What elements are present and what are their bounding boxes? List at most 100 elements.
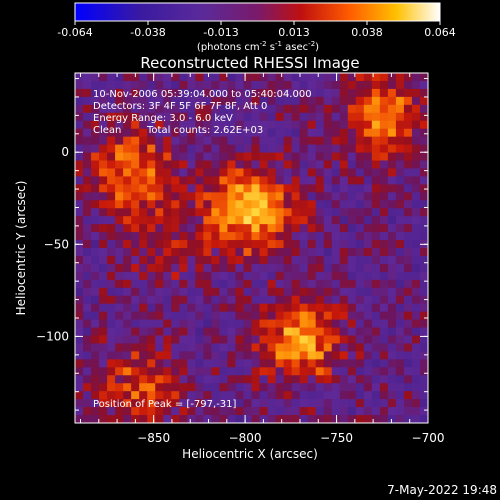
heatmap-cell	[259, 279, 269, 289]
heatmap-cell	[107, 248, 116, 257]
heatmap-cell	[323, 232, 333, 241]
heatmap-cell	[115, 271, 124, 281]
heatmap-cell	[347, 399, 357, 408]
heatmap-cell	[187, 144, 196, 154]
annotation-total-counts: Total counts: 2.62E+03	[146, 125, 263, 136]
heatmap-cell	[83, 359, 92, 368]
heatmap-cell	[395, 120, 405, 130]
heatmap-cell	[283, 383, 293, 392]
heatmap-cell	[147, 351, 156, 360]
heatmap-cell	[347, 200, 357, 209]
heatmap-cell	[371, 176, 381, 185]
heatmap-cell	[83, 144, 92, 154]
heatmap-cell	[307, 240, 317, 249]
heatmap-cell	[123, 303, 132, 313]
heatmap-cell	[243, 327, 253, 337]
heatmap-cell	[395, 359, 405, 368]
heatmap-cell	[203, 232, 212, 241]
heatmap-cell	[259, 240, 269, 249]
heatmap-cell	[387, 128, 397, 138]
heatmap-cell	[171, 335, 180, 345]
heatmap-cell	[363, 208, 373, 217]
heatmap-cell	[227, 271, 237, 281]
heatmap-cell	[323, 263, 333, 273]
heatmap-cell	[147, 271, 156, 281]
heatmap-cell	[403, 216, 413, 225]
heatmap-cell	[123, 224, 132, 233]
heatmap-cell	[347, 311, 357, 321]
heatmap-cell	[403, 271, 413, 281]
heatmap-cell	[179, 112, 188, 122]
heatmap-cell	[363, 343, 373, 352]
y-tick-label: −50	[44, 237, 69, 251]
heatmap-cell	[307, 279, 317, 289]
heatmap-cell	[243, 359, 253, 368]
heatmap-cell	[267, 112, 277, 122]
heatmap-cell	[379, 96, 389, 106]
heatmap-cell	[339, 120, 349, 130]
heatmap-cell	[171, 407, 180, 416]
heatmap-cell	[299, 232, 309, 241]
heatmap-cell	[347, 335, 357, 345]
heatmap-cell	[115, 407, 124, 416]
heatmap-cell	[379, 271, 389, 281]
heatmap-cell	[323, 128, 333, 138]
heatmap-cell	[259, 319, 269, 329]
heatmap-cell	[115, 303, 124, 313]
heatmap-cell	[331, 176, 341, 185]
heatmap-cell	[131, 279, 140, 289]
heatmap-cell	[275, 208, 285, 217]
heatmap-cell	[131, 319, 140, 329]
heatmap-cell	[243, 255, 253, 265]
heatmap-cell	[235, 136, 245, 146]
heatmap-cell	[331, 240, 341, 249]
heatmap-cell	[419, 319, 428, 329]
heatmap-cell	[411, 271, 421, 281]
heatmap-cell	[219, 383, 229, 392]
heatmap-cell	[219, 367, 229, 376]
heatmap-cell	[275, 176, 285, 185]
heatmap-cell	[131, 120, 140, 130]
heatmap-cell	[323, 335, 333, 345]
heatmap-cell	[419, 232, 428, 241]
heatmap-cell	[315, 295, 325, 305]
heatmap-cell	[139, 335, 148, 345]
heatmap-cell	[227, 200, 237, 209]
heatmap-cell	[99, 311, 108, 321]
heatmap-cell	[379, 351, 389, 360]
heatmap-cell	[267, 415, 277, 423]
heatmap-cell	[115, 359, 124, 368]
heatmap-cell	[291, 128, 301, 138]
heatmap-cell	[363, 224, 373, 233]
heatmap-cell	[355, 184, 365, 193]
heatmap-cell	[195, 192, 204, 201]
heatmap-cell	[307, 367, 317, 376]
heatmap-cell	[283, 200, 293, 209]
colorbar-tick-label-3: 0.013	[278, 26, 310, 39]
heatmap-cell	[123, 351, 132, 360]
heatmap-cell	[411, 88, 421, 98]
heatmap-cell	[379, 112, 389, 122]
heatmap-cell	[99, 200, 108, 209]
heatmap-cell	[91, 128, 100, 138]
heatmap-cell	[171, 160, 180, 170]
heatmap-cell	[219, 279, 229, 289]
heatmap-cell	[211, 295, 221, 305]
y-axis-label: Heliocentric Y (arcsec)	[14, 181, 28, 316]
heatmap-cell	[339, 343, 349, 352]
heatmap-cell	[299, 359, 309, 368]
heatmap-cell	[387, 351, 397, 360]
heatmap-cell	[219, 399, 229, 408]
heatmap-cell	[275, 73, 285, 82]
heatmap-cell	[419, 168, 428, 177]
heatmap-cell	[267, 383, 277, 392]
heatmap-cell	[403, 208, 413, 217]
heatmap-cell	[355, 335, 365, 345]
heatmap-cell	[115, 367, 124, 376]
heatmap-cell	[299, 263, 309, 273]
heatmap-cell	[91, 88, 100, 98]
heatmap-cell	[267, 176, 277, 185]
heatmap-cell	[299, 399, 309, 408]
heatmap-cell	[75, 255, 84, 265]
heatmap-cell	[259, 128, 269, 138]
